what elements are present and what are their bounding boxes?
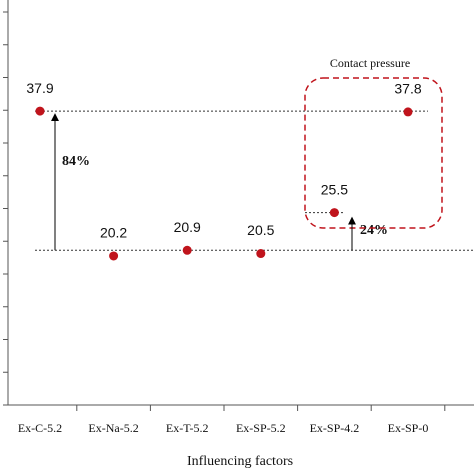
annotation: 24% (360, 223, 388, 238)
x-tick-label: Ex-Na-5.2 (88, 421, 138, 435)
x-tick-label: Ex-SP-0 (388, 421, 429, 435)
point (182, 245, 192, 255)
point (109, 251, 119, 261)
highlight-box (304, 77, 443, 229)
value-label: 20.5 (247, 222, 274, 238)
value-label: 37.9 (26, 80, 53, 96)
value-label: 20.2 (100, 225, 127, 241)
value-label: 20.9 (174, 219, 201, 235)
point (403, 107, 413, 117)
x-tick-label: Ex-C-5.2 (18, 421, 62, 435)
point (329, 208, 339, 218)
x-axis-label: Influencing factors (187, 454, 293, 469)
point (256, 249, 266, 259)
annotation: Contact pressure (330, 56, 410, 70)
x-tick-label: Ex-SP-5.2 (236, 421, 286, 435)
annotation: 84% (62, 154, 90, 169)
x-tick-label: Ex-SP-4.2 (310, 421, 360, 435)
value-label: 37.8 (394, 81, 421, 97)
x-tick-label: Ex-T-5.2 (166, 421, 209, 435)
point (35, 106, 45, 116)
value-label: 25.5 (321, 181, 348, 197)
